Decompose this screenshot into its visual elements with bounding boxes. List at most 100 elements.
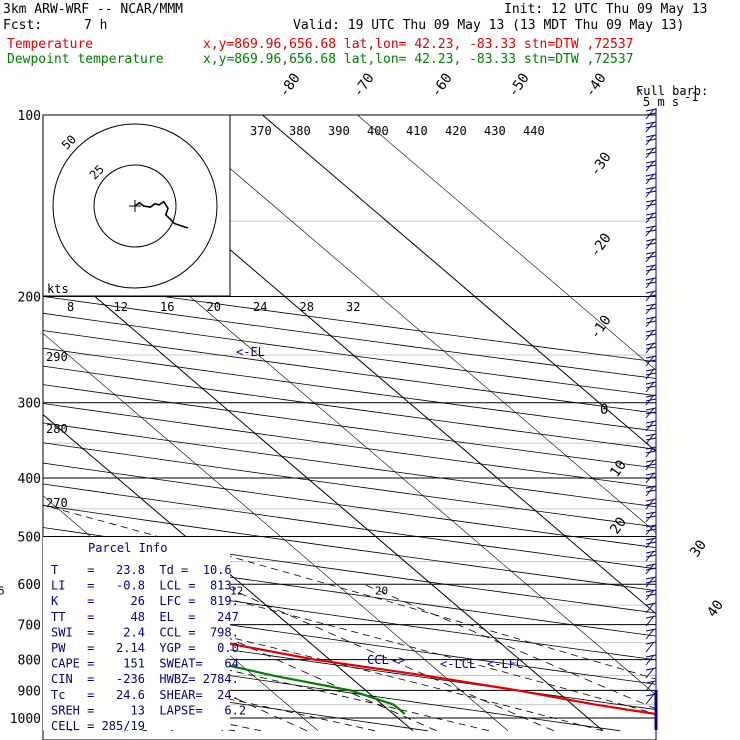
wind-barb-shaft: [645, 290, 655, 302]
wind-barb-flag: [645, 398, 657, 402]
wind-barb-shaft: [645, 420, 655, 432]
wind-barb-shaft: [645, 329, 655, 341]
wind-barb-flag: [645, 212, 657, 216]
isobars: [43, 114, 656, 719]
parcel-info-row: CELL = 285/19: [51, 719, 145, 733]
wind-barb-flag: [645, 502, 657, 506]
theta-e-label: 380: [289, 124, 311, 138]
wind-barb-flag: [645, 567, 657, 571]
parcel-info-row: T = 23.8 Td = 10.6: [51, 563, 232, 577]
temperature-trace: [43, 601, 656, 716]
dewpoint-location: x,y=869.96,656.68 lat,lon= 42.23, -83.33…: [203, 52, 633, 67]
wind-barb-shaft: [645, 693, 655, 705]
parcel-info-panel: Parcel Info T = 23.8 Td = 10.6 LI = -0.8 …: [43, 537, 246, 733]
parcel-info-title: Parcel Info: [88, 541, 167, 555]
wind-barb-flag: [645, 437, 657, 441]
wind-barb-flag: [645, 433, 657, 437]
dry-adiabat: [43, 330, 656, 414]
init-time: Init: 12 UTC Thu 09 May 13: [504, 2, 708, 17]
wind-barb-flag: [645, 359, 657, 363]
wind-barb-flag: [645, 281, 657, 285]
hodograph-ring-25: [93, 164, 177, 248]
isotherm-minor: [167, 115, 656, 533]
mixing-ratio-line: [43, 609, 308, 732]
hodograph-speed-label: 12: [114, 300, 128, 314]
wind-barb-flag: [645, 515, 657, 519]
moist-adiabat: [43, 504, 656, 680]
theta-e-label: 430: [484, 124, 506, 138]
pressure-tick-label: 500: [18, 531, 41, 546]
mixing-ratio-label: 12: [230, 585, 243, 598]
temperature-tick-label: 10: [607, 457, 630, 480]
wind-barb-flag: [645, 216, 657, 220]
wind-barb-shaft: [645, 303, 655, 315]
wind-barb-flag: [645, 550, 657, 554]
wind-barb-shaft: [645, 433, 655, 445]
pressure-tick-label: 600: [18, 578, 41, 593]
wind-barb-flag: [645, 459, 657, 463]
parcel-info-row: CAPE = 151 SWEAT= 64: [51, 657, 239, 671]
hodograph-speed-label: 24: [253, 300, 267, 314]
wind-barb-flag: [645, 498, 657, 502]
wind-barb-flag: [645, 164, 657, 168]
wind-barb-flag: [645, 381, 657, 385]
wind-barb-flag: [645, 355, 657, 359]
wind-barb-shaft: [645, 576, 655, 588]
fcst-value: 7 h: [84, 18, 107, 33]
dry-adiabat: [43, 296, 656, 379]
wind-barb-shaft: [645, 134, 655, 146]
wind-barb-shaft: [645, 667, 655, 679]
wind-barb-shaft: [645, 160, 655, 172]
wind-barb-flag: [645, 151, 657, 155]
wind-barb-shaft: [645, 498, 655, 510]
wind-barb-flag: [645, 307, 657, 311]
wind-barb-flag: [645, 368, 657, 372]
wind-barb-flag: [645, 294, 657, 298]
pressure-tick-label: 1000: [10, 712, 41, 727]
el-marker: <-EL: [236, 345, 265, 359]
wind-barb-flag: [645, 177, 657, 181]
wind-barb-flag: [645, 489, 657, 493]
hodograph-units: kts: [47, 282, 69, 296]
parcel-info-row: SWI = 2.4 CCL = 798.: [51, 625, 239, 639]
temperature-tick-label: -70: [350, 70, 378, 100]
isotherm: [0, 115, 33, 731]
parcel-info-row: TT = 48 EL = 247: [51, 610, 239, 624]
wind-barb-flag: [645, 593, 657, 597]
parcel-info-row: Tc = 24.6 SHEAR= 24.: [51, 688, 239, 702]
wind-barb-shaft: [645, 121, 655, 133]
wind-barb-flag: [645, 277, 657, 281]
wind-barb-flag: [645, 255, 657, 259]
isotherm: [262, 115, 656, 452]
wind-barb-shaft: [645, 563, 655, 575]
wind-barb-flag: [645, 251, 657, 255]
ccl-arrow: ->: [391, 653, 405, 667]
pressure-tick-label: 300: [18, 397, 41, 412]
wind-barb-flag: [645, 615, 657, 619]
pressure-tick-label: 400: [18, 472, 41, 487]
temperature-tick-label: -60: [428, 70, 456, 100]
temperature-location: x,y=869.96,656.68 lat,lon= 42.23, -83.33…: [203, 37, 633, 52]
wind-barb-shaft: [645, 628, 655, 640]
wind-barb-flag: [645, 424, 657, 428]
wind-barb-flag: [645, 121, 657, 125]
wind-barb-flag: [645, 511, 657, 515]
axis-labels: 235812201002003004005006007008009001000-…: [0, 70, 727, 727]
mixing-ratio-label: 20: [375, 585, 388, 598]
wind-barb-flag: [645, 316, 657, 320]
temperature-tick-label: -20: [587, 230, 615, 260]
wind-barb-flag: [645, 225, 657, 229]
wind-barb-shaft: [645, 316, 655, 328]
wind-barb-flag: [645, 411, 657, 415]
wind-barb-flag: [645, 303, 657, 307]
wind-barb-flag: [645, 320, 657, 324]
wind-barb-flag: [645, 450, 657, 454]
temperature-tick-label: -10: [587, 312, 615, 342]
wind-barb-shaft: [645, 251, 655, 263]
wind-barb-shaft: [645, 368, 655, 380]
wind-barb-flag: [645, 528, 657, 532]
isotherm: [43, 251, 604, 732]
wind-barb-flag: [645, 628, 657, 632]
lcl-marker: <-LCL: [440, 657, 476, 671]
barb-legend-line2: 5 m s: [643, 95, 679, 109]
